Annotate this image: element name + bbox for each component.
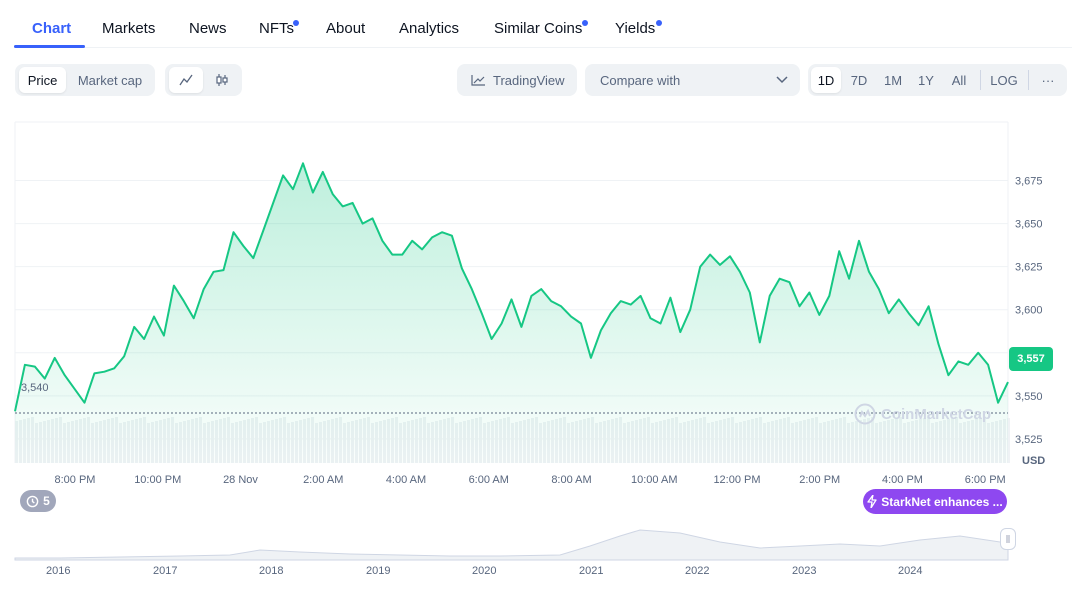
- news-event-label: StarkNet enhances ...: [881, 494, 1003, 509]
- log-separator: [1028, 70, 1029, 90]
- navigator-year-label: 2022: [685, 565, 710, 577]
- price-area: [15, 163, 1008, 464]
- tab-news[interactable]: News: [189, 20, 227, 37]
- line-chart-icon: [179, 74, 193, 86]
- chart-type-toggle: [165, 64, 242, 96]
- navigator-year-label: 2018: [259, 565, 284, 577]
- current-price-tag: 3,557: [1009, 347, 1053, 371]
- tab-markets[interactable]: Markets: [102, 20, 156, 37]
- x-tick-label: 2:00 AM: [303, 474, 343, 486]
- tab-similar-coins-dot: [582, 20, 588, 26]
- y-tick-label: 3,550: [1015, 391, 1043, 403]
- currency-label: USD: [1022, 455, 1046, 467]
- coinmarketcap-watermark: CoinMarketCap: [854, 403, 991, 425]
- x-tick-label: 8:00 PM: [55, 474, 96, 486]
- tab-yields[interactable]: Yields: [615, 20, 656, 37]
- navigator-area: [14, 529, 1009, 561]
- navigator-year-label: 2016: [46, 565, 71, 577]
- tab-analytics[interactable]: Analytics: [399, 20, 460, 37]
- x-tick-label: 10:00 AM: [631, 474, 677, 486]
- navigator-year-label: 2023: [792, 565, 817, 577]
- x-tick-label: 6:00 PM: [965, 474, 1006, 486]
- tab-bar: Chart Markets News NFTs About Analytics …: [14, 10, 1072, 48]
- drag-handle-icon: [1006, 535, 1010, 543]
- history-icon: [26, 495, 39, 507]
- range-all-button[interactable]: All: [951, 72, 967, 88]
- tab-nfts[interactable]: NFTs: [259, 20, 294, 37]
- compare-with-label: Compare with: [600, 72, 681, 88]
- range-7d-button[interactable]: 7D: [850, 72, 868, 88]
- y-tick-label: 3,525: [1015, 434, 1043, 446]
- candlestick-icon: [216, 74, 228, 86]
- y-tick-label: 3,675: [1015, 176, 1043, 188]
- y-tick-label: 3,650: [1015, 219, 1043, 231]
- marketcap-button[interactable]: Market cap: [77, 72, 143, 88]
- range-separator: [980, 70, 981, 90]
- price-line: [14, 162, 1009, 412]
- log-button[interactable]: LOG: [990, 72, 1018, 88]
- compare-with-select[interactable]: Compare with: [585, 64, 800, 96]
- history-count: 5: [43, 494, 50, 508]
- chevron-down-icon: [776, 76, 788, 84]
- x-tick-label: 4:00 AM: [386, 474, 426, 486]
- low-price-label: 3,540: [21, 382, 49, 394]
- y-tick-label: 3,600: [1015, 305, 1043, 317]
- x-tick-label: 28 Nov: [223, 474, 258, 486]
- x-tick-label: 8:00 AM: [551, 474, 591, 486]
- tab-similar-coins[interactable]: Similar Coins: [494, 20, 583, 37]
- coinmarketcap-logo-icon: [854, 403, 876, 425]
- navigator-handle[interactable]: [1000, 528, 1016, 550]
- more-options-button[interactable]: ···: [1041, 72, 1055, 88]
- y-tick-label: 3,625: [1015, 262, 1043, 274]
- range-navigator[interactable]: [0, 516, 1072, 562]
- x-tick-label: 12:00 PM: [713, 474, 760, 486]
- line-chart-button[interactable]: [169, 67, 203, 93]
- time-range-toggle: 1D 7D 1M 1Y All LOG ···: [808, 64, 1067, 96]
- navigator-year-label: 2020: [472, 565, 497, 577]
- range-1d-button[interactable]: 1D: [811, 67, 841, 93]
- x-tick-label: 10:00 PM: [134, 474, 181, 486]
- range-1y-button[interactable]: 1Y: [918, 72, 934, 88]
- history-badge[interactable]: 5: [20, 490, 56, 512]
- tab-nfts-dot: [293, 20, 299, 26]
- tradingview-label: TradingView: [493, 72, 565, 88]
- tab-yields-dot: [656, 20, 662, 26]
- x-tick-label: 4:00 PM: [882, 474, 923, 486]
- news-event-pill[interactable]: StarkNet enhances ...: [863, 489, 1007, 514]
- navigator-year-label: 2019: [366, 565, 391, 577]
- volume-bar: [1007, 418, 1010, 463]
- candlestick-button[interactable]: [205, 67, 239, 93]
- tab-about[interactable]: About: [326, 20, 366, 37]
- lightning-icon: [867, 495, 877, 508]
- navigator-year-label: 2021: [579, 565, 604, 577]
- x-tick-label: 2:00 PM: [799, 474, 840, 486]
- tab-chart[interactable]: Chart: [32, 20, 72, 37]
- navigator-year-label: 2024: [898, 565, 923, 577]
- range-1m-button[interactable]: 1M: [883, 72, 903, 88]
- price-marketcap-toggle: Price Market cap: [15, 64, 155, 96]
- tradingview-icon: [471, 75, 485, 86]
- tradingview-button[interactable]: TradingView: [457, 64, 577, 96]
- navigator-year-label: 2017: [153, 565, 178, 577]
- active-tab-indicator: [14, 45, 85, 48]
- price-button[interactable]: Price: [19, 67, 66, 93]
- watermark-text: CoinMarketCap: [881, 405, 992, 423]
- x-tick-label: 6:00 AM: [469, 474, 509, 486]
